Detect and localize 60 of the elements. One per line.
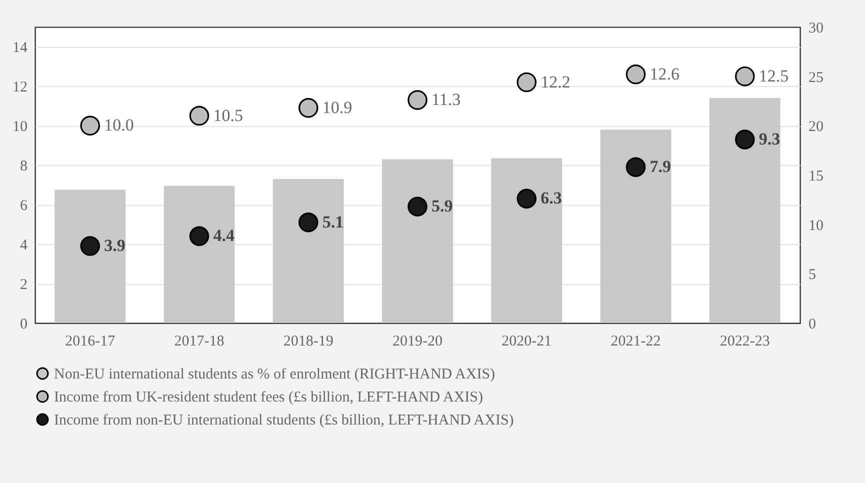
y-tick-label: 2 xyxy=(20,277,28,294)
bar xyxy=(709,98,780,323)
point xyxy=(408,196,428,216)
bar xyxy=(272,178,344,323)
data-label: 12.5 xyxy=(758,66,789,86)
point xyxy=(408,90,428,110)
y2-tick-label: 15 xyxy=(808,168,824,184)
y2-tick-label: 10 xyxy=(808,218,824,234)
x-tick-label: 2018-19 xyxy=(283,334,334,350)
point xyxy=(516,188,537,209)
y2-tick-label: 25 xyxy=(808,70,824,86)
data-label: 9.3 xyxy=(758,129,780,148)
point xyxy=(626,157,646,177)
data-label: 4.4 xyxy=(213,226,235,246)
legend-label: Non-EU international students as % of enrolment (RIGHT-HAND AXIS) xyxy=(54,366,496,382)
y-tick-label: 4 xyxy=(20,238,28,254)
point xyxy=(80,236,100,256)
point xyxy=(298,98,318,118)
point xyxy=(189,106,210,126)
x-tick-label: 2022-23 xyxy=(720,334,770,350)
y-tick-label: 14 xyxy=(12,40,28,56)
point xyxy=(298,212,318,232)
point xyxy=(189,226,210,246)
bar xyxy=(164,186,235,323)
y2-tick-label: 0 xyxy=(808,316,816,332)
y2-tick-label: 20 xyxy=(808,119,824,136)
y-tick-label: 6 xyxy=(20,198,28,214)
point xyxy=(626,64,646,84)
y-tick-label: 10 xyxy=(12,119,28,136)
y-tick-label: 12 xyxy=(12,80,28,96)
data-label: 10.9 xyxy=(322,98,352,117)
data-label: 10.5 xyxy=(213,106,243,125)
x-tick-label: 2017-18 xyxy=(174,334,224,350)
point xyxy=(516,72,537,92)
x-tick-label: 2019-20 xyxy=(392,334,442,350)
bar xyxy=(600,130,672,323)
data-label: 5.1 xyxy=(322,212,344,232)
y2-tick-label: 30 xyxy=(808,20,824,36)
y-tick-label: 8 xyxy=(20,158,28,175)
y-tick-label: 0 xyxy=(20,316,28,332)
data-label: 10.0 xyxy=(104,116,134,135)
y2-tick-label: 5 xyxy=(808,267,816,284)
legend-label: Income from non-EU international students (£s billion, LEFT-HAND AXIS) xyxy=(54,412,514,428)
point xyxy=(735,66,755,86)
bar xyxy=(382,159,453,323)
data-label: 6.3 xyxy=(540,188,562,208)
x-tick-label: 2020-21 xyxy=(502,334,552,350)
data-label: 11.3 xyxy=(432,90,461,110)
data-label: 3.9 xyxy=(104,236,126,256)
data-label: 7.9 xyxy=(650,157,672,176)
bar xyxy=(54,190,126,323)
bar xyxy=(491,158,562,323)
point xyxy=(80,116,100,136)
point xyxy=(735,130,755,150)
x-tick-label: 2021-22 xyxy=(610,334,661,350)
legend-label: Income from UK-resident student fees (£s billion, LEFT-HAND AXIS) xyxy=(54,390,483,406)
data-label: 12.6 xyxy=(650,64,680,84)
x-tick-label: 2016-17 xyxy=(65,334,116,350)
data-label: 5.9 xyxy=(432,196,453,216)
data-label: 12.2 xyxy=(540,72,570,92)
